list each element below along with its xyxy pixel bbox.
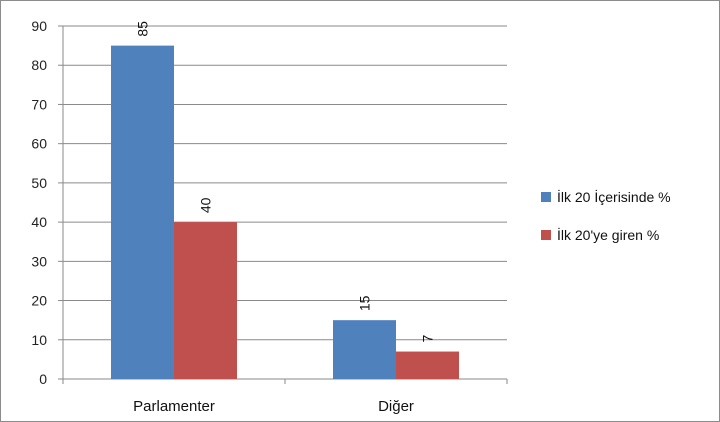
data-label-2-2: 7 — [420, 335, 436, 343]
y-tick-label-60: 60 — [31, 136, 47, 152]
y-tick-label-90: 90 — [31, 18, 47, 34]
category-label-2: Diğer — [378, 398, 414, 415]
data-label-2-1: 40 — [198, 197, 214, 213]
data-label-1-2: 15 — [357, 295, 373, 311]
data-label-1-1: 85 — [135, 21, 151, 37]
bar-2-1 — [174, 222, 237, 379]
legend-swatch-series-2 — [541, 230, 551, 240]
bar-1-1 — [111, 45, 174, 379]
legend-label-series-1: İlk 20 İçerisinde % — [557, 189, 671, 205]
bar-1-2 — [333, 320, 396, 379]
y-tick-label-10: 10 — [31, 332, 47, 348]
y-tick-label-50: 50 — [31, 175, 47, 191]
y-tick-label-80: 80 — [31, 57, 47, 73]
legend: İlk 20 İçerisinde % İlk 20'ye giren % — [541, 186, 671, 262]
bar-2-2 — [396, 351, 459, 379]
y-tick-label-20: 20 — [31, 293, 47, 309]
y-tick-label-0: 0 — [39, 371, 47, 387]
legend-label-series-2: İlk 20'ye giren % — [557, 227, 660, 243]
y-tick-label-40: 40 — [31, 214, 47, 230]
y-tick-label-30: 30 — [31, 253, 47, 269]
y-tick-label-70: 70 — [31, 96, 47, 112]
legend-item-series-1: İlk 20 İçerisinde % — [541, 186, 671, 208]
legend-item-series-2: İlk 20'ye giren % — [541, 224, 671, 246]
legend-swatch-series-1 — [541, 192, 551, 202]
category-label-1: Parlamenter — [133, 398, 215, 415]
